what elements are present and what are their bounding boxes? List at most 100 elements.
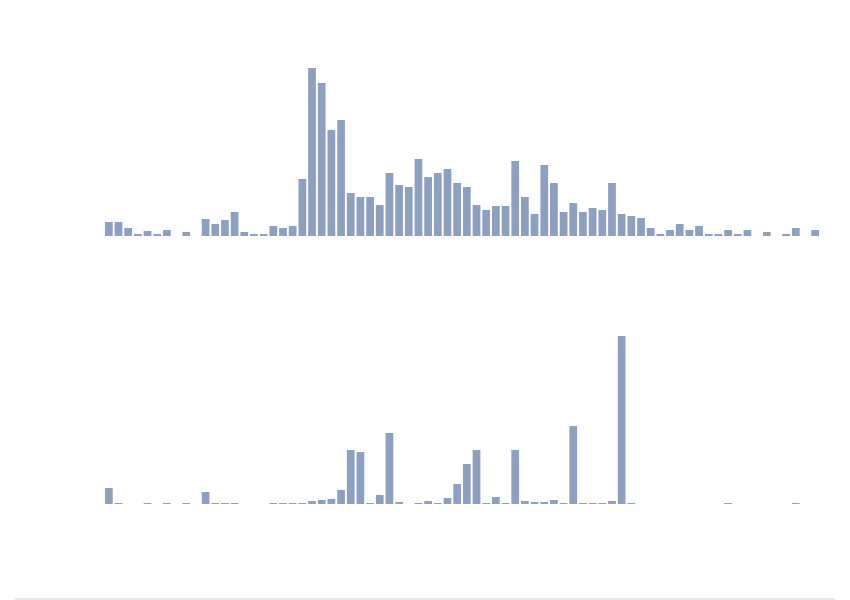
bar [501, 503, 510, 504]
bar [259, 234, 268, 236]
bar [163, 503, 171, 504]
bar [201, 219, 210, 236]
bar [724, 230, 732, 236]
bar [685, 230, 694, 236]
bar [385, 433, 394, 504]
bar [356, 197, 365, 236]
bar [327, 499, 336, 504]
bar [211, 224, 220, 236]
bar [811, 230, 820, 236]
bar [327, 130, 336, 236]
bar [317, 83, 326, 236]
bar [462, 187, 471, 236]
bar [385, 173, 394, 236]
bar [627, 216, 636, 236]
bar [308, 501, 316, 504]
bar [298, 179, 307, 236]
bar [782, 234, 791, 236]
bar [366, 197, 374, 236]
bar [250, 234, 258, 236]
bar [482, 503, 491, 504]
bar [762, 232, 771, 236]
bar [356, 452, 365, 504]
bar [395, 185, 403, 236]
bar [472, 450, 481, 504]
bar [569, 426, 578, 504]
bar [569, 203, 578, 236]
bar [404, 187, 413, 236]
bar [491, 497, 500, 504]
bar [337, 490, 345, 504]
bar [414, 503, 423, 504]
bar [346, 193, 355, 236]
bar [637, 218, 645, 236]
bar [346, 450, 355, 504]
bar [317, 500, 326, 504]
bar [288, 226, 297, 236]
bar [453, 183, 462, 236]
bar [579, 212, 587, 236]
bar [182, 232, 191, 236]
bar [269, 226, 278, 236]
bar [501, 206, 510, 236]
bar [424, 177, 433, 236]
bar [521, 501, 529, 504]
bar [240, 232, 249, 236]
bar [366, 503, 374, 504]
bar [182, 503, 191, 504]
bar [308, 68, 316, 236]
bar [714, 234, 723, 236]
bar [462, 464, 471, 504]
bar [395, 502, 403, 504]
bar [221, 220, 229, 236]
bar [163, 230, 171, 236]
bar [608, 183, 616, 236]
bar [559, 503, 568, 504]
bar [530, 214, 539, 236]
bar [211, 503, 220, 504]
bar [540, 502, 549, 504]
bar [656, 234, 665, 236]
bar [511, 450, 520, 504]
bar [433, 503, 442, 504]
bar [791, 228, 800, 236]
bar [598, 503, 607, 504]
bar [743, 230, 752, 236]
bar [511, 161, 520, 236]
bar [453, 484, 462, 504]
bar [143, 503, 152, 504]
bar [666, 230, 674, 236]
bar [588, 503, 597, 504]
bar [608, 501, 616, 504]
bar [104, 488, 113, 504]
bar [617, 336, 626, 504]
bar [279, 228, 287, 236]
bar [375, 495, 384, 504]
bar [201, 492, 210, 504]
bar [375, 205, 384, 236]
bar [114, 503, 123, 504]
bar [279, 503, 287, 504]
bar [424, 501, 433, 504]
bar [443, 498, 452, 504]
bar [550, 183, 558, 236]
bar [733, 234, 742, 236]
bar [675, 224, 684, 236]
bar [414, 159, 423, 236]
bar [230, 212, 239, 236]
bar [269, 503, 278, 504]
bar [124, 228, 133, 236]
bar [550, 500, 558, 504]
bar [724, 503, 732, 504]
bar [521, 197, 529, 236]
bar [646, 228, 655, 236]
bar [443, 169, 452, 236]
bar [298, 503, 307, 504]
bar [695, 226, 703, 236]
bar [559, 212, 568, 236]
bar [791, 503, 800, 504]
bar [472, 205, 481, 236]
bar [540, 165, 549, 236]
bar [104, 222, 113, 236]
